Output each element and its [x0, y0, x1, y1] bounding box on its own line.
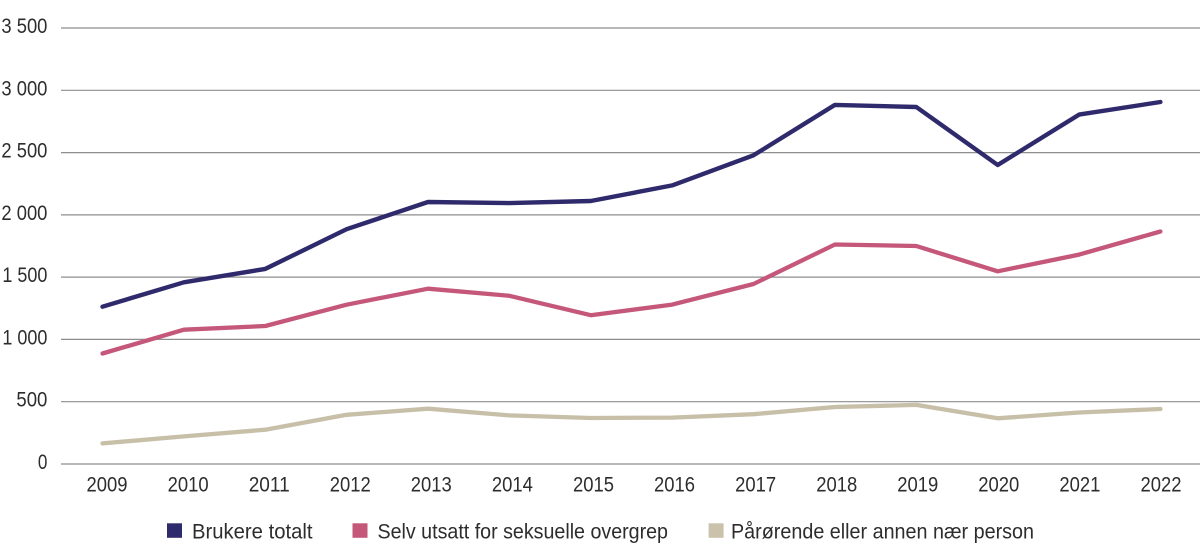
svg-text:2018: 2018	[816, 474, 857, 497]
svg-text:1 500: 1 500	[2, 264, 47, 287]
svg-text:2019: 2019	[897, 474, 938, 497]
svg-text:2021: 2021	[1059, 474, 1100, 497]
svg-text:2 500: 2 500	[1, 140, 47, 163]
svg-text:2010: 2010	[168, 474, 209, 497]
svg-text:Pårørende eller annen nær pers: Pårørende eller annen nær person	[731, 520, 1034, 543]
svg-text:2014: 2014	[492, 474, 533, 497]
svg-text:Brukere totalt: Brukere totalt	[192, 520, 313, 543]
svg-text:2016: 2016	[654, 474, 695, 497]
svg-text:2017: 2017	[735, 474, 776, 497]
svg-text:2022: 2022	[1141, 474, 1182, 497]
svg-text:3 500: 3 500	[1, 15, 47, 38]
svg-text:500: 500	[16, 389, 47, 412]
svg-text:0: 0	[38, 451, 48, 474]
svg-text:2011: 2011	[249, 474, 290, 497]
svg-text:2020: 2020	[978, 474, 1019, 497]
svg-text:2013: 2013	[411, 474, 452, 497]
svg-text:2 000: 2 000	[1, 202, 47, 225]
svg-text:2012: 2012	[330, 474, 371, 497]
svg-text:2009: 2009	[87, 474, 128, 497]
svg-text:2015: 2015	[573, 474, 614, 497]
svg-text:3 000: 3 000	[1, 77, 47, 100]
svg-text:Selv utsatt for seksuelle over: Selv utsatt for seksuelle overgrep	[378, 520, 669, 543]
svg-text:1 000: 1 000	[2, 326, 47, 349]
